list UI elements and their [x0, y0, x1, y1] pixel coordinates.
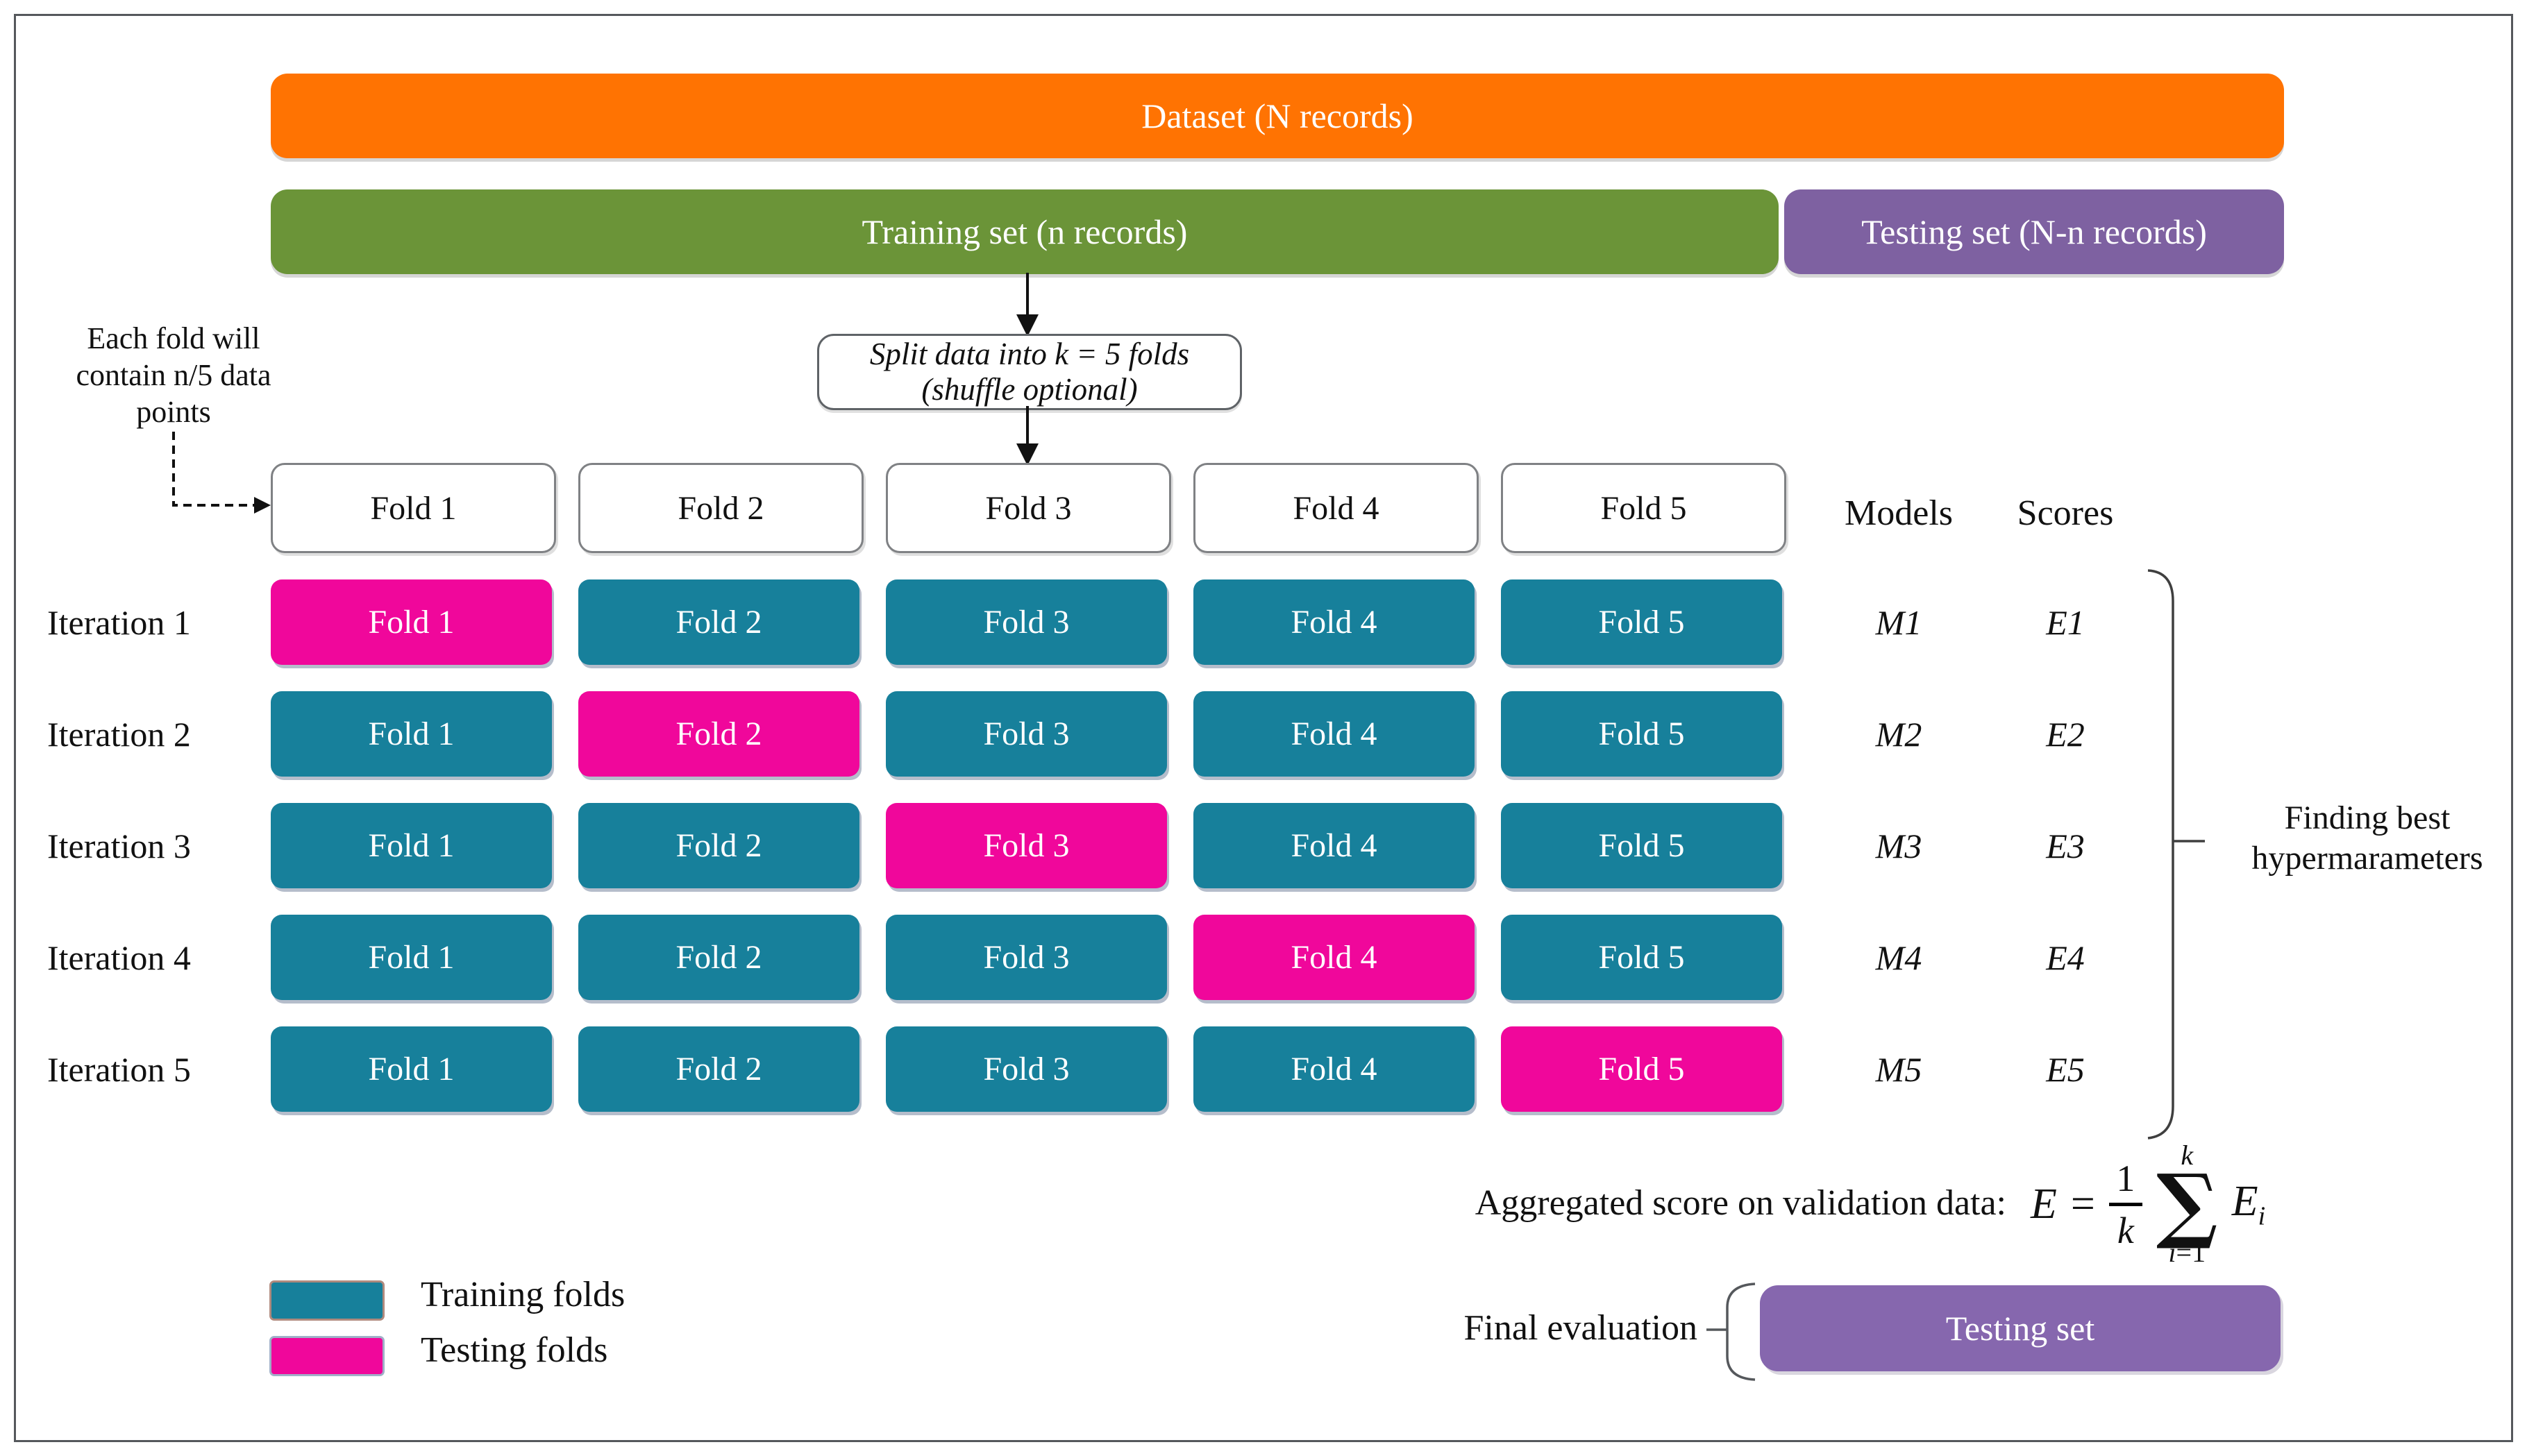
outer-border — [14, 14, 2513, 1442]
split-box-line1: Split data into k = 5 folds — [869, 336, 1190, 371]
scores-column-header: Scores — [2017, 493, 2114, 533]
model-value-4: M4 — [1875, 938, 1922, 977]
fold-header-5: Fold 5 — [1501, 463, 1786, 553]
fold-cell-train: Fold 1 — [271, 1026, 552, 1112]
formula-sum: k ∑ i=1 — [2156, 1139, 2218, 1269]
legend-testing-label: Testing folds — [421, 1330, 608, 1370]
fold-cell-train: Fold 4 — [1193, 803, 1475, 888]
score-value-1: E1 — [2046, 602, 2085, 642]
fold-cell-test: Fold 3 — [886, 803, 1167, 888]
fold-cell-train: Fold 3 — [886, 1026, 1167, 1112]
iteration-label-2: Iteration 2 — [47, 714, 191, 754]
fold-cell-train: Fold 4 — [1193, 579, 1475, 665]
model-value-2: M2 — [1875, 714, 1922, 754]
fold-size-note-line1: Each fold will — [87, 321, 260, 355]
fold-header-1: Fold 1 — [271, 463, 556, 553]
models-column-header: Models — [1845, 493, 1953, 533]
fold-cell-train: Fold 5 — [1501, 579, 1782, 665]
formula-equals: = — [2070, 1180, 2095, 1228]
formula-fraction: 1 k — [2108, 1157, 2142, 1251]
fold-cell-train: Fold 2 — [578, 803, 859, 888]
split-box-line2: (shuffle optional) — [921, 372, 1138, 407]
fold-cell-train: Fold 1 — [271, 803, 552, 888]
fold-cell-train: Fold 5 — [1501, 915, 1782, 1000]
split-box: Split data into k = 5 folds (shuffle opt… — [817, 334, 1242, 410]
legend-training-label: Training folds — [421, 1275, 626, 1314]
finding-best-label: Finding best hypermarameters — [2218, 798, 2517, 878]
legend-testing-swatch — [269, 1336, 385, 1376]
arrow-down-to-folds-icon — [1016, 406, 1039, 466]
model-value-1: M1 — [1875, 602, 1922, 642]
scores-group-bracket-icon — [2147, 569, 2205, 1140]
final-testing-set-box: Testing set — [1760, 1285, 2281, 1371]
fraction-rule — [2108, 1202, 2142, 1206]
fold-cell-train: Fold 1 — [271, 915, 552, 1000]
formula-term-subscript: i — [2258, 1201, 2266, 1231]
sum-upper-limit: k — [2181, 1139, 2194, 1171]
fraction-denominator: k — [2117, 1209, 2134, 1251]
iteration-label-3: Iteration 3 — [47, 826, 191, 865]
fold-cell-train: Fold 2 — [578, 1026, 859, 1112]
testing-set-bar: Testing set (N-n records) — [1784, 189, 2284, 274]
iteration-label-5: Iteration 5 — [47, 1049, 191, 1089]
fold-cell-train: Fold 2 — [578, 915, 859, 1000]
dataset-bar-label: Dataset (N records) — [1141, 96, 1413, 135]
fold-cell-train: Fold 1 — [271, 691, 552, 777]
formula-lhs: E — [2031, 1180, 2057, 1228]
fraction-numerator: 1 — [2116, 1157, 2135, 1199]
fold-cell-test: Fold 2 — [578, 691, 859, 777]
formula-term: Ei — [2231, 1177, 2266, 1231]
fold-cell-train: Fold 3 — [886, 915, 1167, 1000]
score-value-5: E5 — [2046, 1049, 2085, 1089]
fold-size-note-line2: contain n/5 data — [76, 357, 271, 392]
iteration-label-4: Iteration 4 — [47, 938, 191, 977]
aggregated-score-label: Aggregated score on validation data: — [1475, 1183, 2006, 1223]
score-value-4: E4 — [2046, 938, 2085, 977]
fold-header-3: Fold 3 — [886, 463, 1171, 553]
score-value-2: E2 — [2046, 714, 2085, 754]
sigma-icon: ∑ — [2156, 1155, 2218, 1252]
score-value-3: E3 — [2046, 826, 2085, 865]
fold-cell-train: Fold 4 — [1193, 691, 1475, 777]
training-set-bar-label: Training set (n records) — [862, 212, 1188, 251]
iteration-label-1: Iteration 1 — [47, 602, 191, 642]
testing-set-bar-label: Testing set (N-n records) — [1861, 212, 2207, 251]
fold-cell-test: Fold 5 — [1501, 1026, 1782, 1112]
finding-best-line2: hypermarameters — [2251, 839, 2483, 877]
fold-header-2: Fold 2 — [578, 463, 864, 553]
final-testing-set-label: Testing set — [1945, 1309, 2095, 1348]
legend-training-swatch — [269, 1280, 385, 1321]
model-value-5: M5 — [1875, 1049, 1922, 1089]
dataset-bar: Dataset (N records) — [271, 74, 2284, 158]
fold-cell-train: Fold 3 — [886, 691, 1167, 777]
fold-cell-train: Fold 2 — [578, 579, 859, 665]
dashed-elbow-arrow-icon — [172, 432, 271, 514]
fold-cell-train: Fold 5 — [1501, 691, 1782, 777]
arrow-down-to-split-icon — [1016, 273, 1039, 337]
training-set-bar: Training set (n records) — [271, 189, 1779, 274]
final-evaluation-brace-icon — [1706, 1283, 1756, 1381]
fold-cell-train: Fold 4 — [1193, 1026, 1475, 1112]
fold-size-note: Each fold will contain n/5 data points — [66, 321, 281, 430]
final-evaluation-label: Final evaluation — [1463, 1308, 1697, 1348]
fold-cell-test: Fold 1 — [271, 579, 552, 665]
fold-size-note-line3: points — [136, 394, 211, 429]
fold-cell-test: Fold 4 — [1193, 915, 1475, 1000]
fold-cell-train: Fold 5 — [1501, 803, 1782, 888]
model-value-3: M3 — [1875, 826, 1922, 865]
aggregated-score-formula: E = 1 k k ∑ i=1 Ei — [2031, 1131, 2265, 1277]
fold-cell-train: Fold 3 — [886, 579, 1167, 665]
finding-best-line1: Finding best — [2284, 799, 2451, 836]
fold-header-4: Fold 4 — [1193, 463, 1479, 553]
sum-lower-limit: i=1 — [2168, 1237, 2206, 1269]
